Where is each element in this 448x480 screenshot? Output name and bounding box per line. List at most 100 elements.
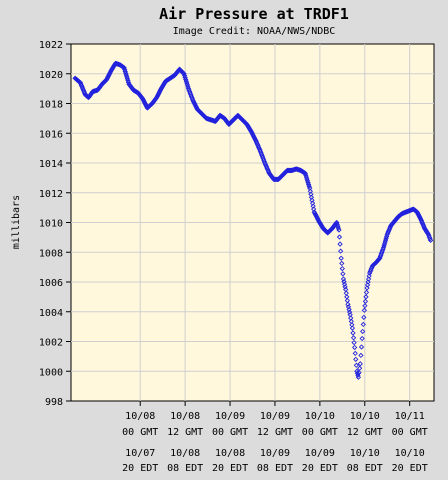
x-tick-edt-time: 08 EDT <box>257 463 293 474</box>
data-point <box>344 294 350 300</box>
data-point <box>78 82 85 88</box>
x-tick-gmt-date: 10/11 <box>395 411 425 422</box>
data-point <box>365 276 372 282</box>
data-point <box>77 80 83 86</box>
data-point <box>358 352 364 359</box>
data-point <box>420 221 426 228</box>
chart-title: Air Pressure at TRDF1 <box>159 5 349 23</box>
data-point <box>361 307 368 313</box>
data-point <box>349 325 356 331</box>
data-point <box>262 160 268 166</box>
data-point <box>348 318 354 325</box>
x-tick-edt-date: 10/10 <box>395 448 425 459</box>
data-point <box>350 335 357 341</box>
data-point <box>360 328 366 335</box>
y-tick-label: 1014 <box>39 159 63 170</box>
y-axis: 998 1000 1002 1004 1006 1008 1010 1012 1014 1016 1… <box>39 40 71 408</box>
data-point <box>359 335 365 342</box>
x-tick-gmt-date: 10/08 <box>125 411 155 422</box>
y-tick-label: 998 <box>45 397 63 408</box>
x-tick-edt-date: 10/08 <box>215 448 245 459</box>
data-point <box>386 227 392 234</box>
data-point <box>362 298 369 304</box>
y-axis-label: millibars <box>11 195 22 249</box>
data-point <box>265 168 271 174</box>
data-point <box>348 315 354 321</box>
data-point <box>356 370 362 376</box>
data-point <box>353 356 359 362</box>
data-point <box>347 312 353 318</box>
data-point <box>427 237 434 243</box>
y-tick-label: 1010 <box>39 219 63 230</box>
data-point <box>253 139 260 145</box>
data-point <box>340 271 346 277</box>
data-point <box>377 254 383 260</box>
x-tick-edt-time: 08 EDT <box>167 463 203 474</box>
x-tick-gmt-time: 00 GMT <box>302 427 338 438</box>
data-point <box>350 330 356 336</box>
data-point <box>343 286 349 293</box>
data-point <box>337 248 344 254</box>
data-point <box>361 314 367 320</box>
y-tick-label: 1020 <box>39 70 63 81</box>
data-point <box>256 145 262 152</box>
data-point <box>336 234 343 240</box>
y-tick-label: 1004 <box>39 308 63 319</box>
y-tick-label: 1018 <box>39 100 63 111</box>
data-point <box>255 143 261 149</box>
x-tick-edt-date: 10/07 <box>125 448 155 459</box>
data-point <box>419 219 425 225</box>
data-point <box>351 339 357 346</box>
data-point <box>378 251 384 257</box>
data-point <box>384 231 390 238</box>
x-tick-gmt-date: 10/08 <box>170 411 200 422</box>
data-point <box>80 86 86 92</box>
data-point <box>265 166 271 173</box>
data-point <box>363 289 370 296</box>
x-tick-edt-time: 20 EDT <box>392 463 428 474</box>
data-point <box>311 206 317 212</box>
data-point <box>264 165 270 171</box>
x-tick-gmt-date: 10/09 <box>260 411 290 422</box>
data-point <box>254 141 261 148</box>
data-point <box>418 216 424 223</box>
data-point <box>360 321 366 328</box>
data-point <box>385 229 391 235</box>
y-tick-label: 1008 <box>39 248 63 259</box>
data-point <box>380 246 386 252</box>
x-tick-edt-time: 20 EDT <box>302 463 338 474</box>
y-tick-label: 1012 <box>39 189 63 200</box>
data-point <box>353 362 359 368</box>
x-tick-gmt-date: 10/10 <box>305 411 335 422</box>
y-tick-label: 1000 <box>39 367 63 378</box>
data-point <box>362 303 368 309</box>
data-point <box>337 241 343 247</box>
data-point <box>349 322 355 328</box>
x-tick-gmt-time: 00 GMT <box>122 427 158 438</box>
data-point <box>339 260 345 267</box>
data-point <box>79 84 85 90</box>
data-point <box>364 282 371 288</box>
data-point <box>355 374 362 380</box>
data-point <box>364 285 370 291</box>
data-point <box>366 273 372 279</box>
y-tick-label: 1016 <box>39 129 63 140</box>
x-tick-edt-time: 08 EDT <box>347 463 383 474</box>
x-tick-gmt-date: 10/09 <box>215 411 245 422</box>
data-point <box>357 365 363 371</box>
data-point <box>418 218 425 224</box>
x-tick-edt-time: 20 EDT <box>212 463 248 474</box>
data-point <box>352 350 358 357</box>
x-tick-gmt-time: 00 GMT <box>392 427 428 438</box>
data-point <box>365 279 371 285</box>
y-tick-label: 1002 <box>39 338 63 349</box>
data-point <box>344 297 351 304</box>
data-point <box>339 265 345 272</box>
x-tick-gmt-date: 10/10 <box>350 411 380 422</box>
data-point <box>309 197 315 203</box>
data-point <box>357 361 363 367</box>
x-tick-gmt-time: 12 GMT <box>257 427 293 438</box>
x-tick-edt-time: 20 EDT <box>122 463 158 474</box>
x-tick-edt-date: 10/08 <box>170 448 200 459</box>
x-tick-edt-date: 10/09 <box>305 448 335 459</box>
